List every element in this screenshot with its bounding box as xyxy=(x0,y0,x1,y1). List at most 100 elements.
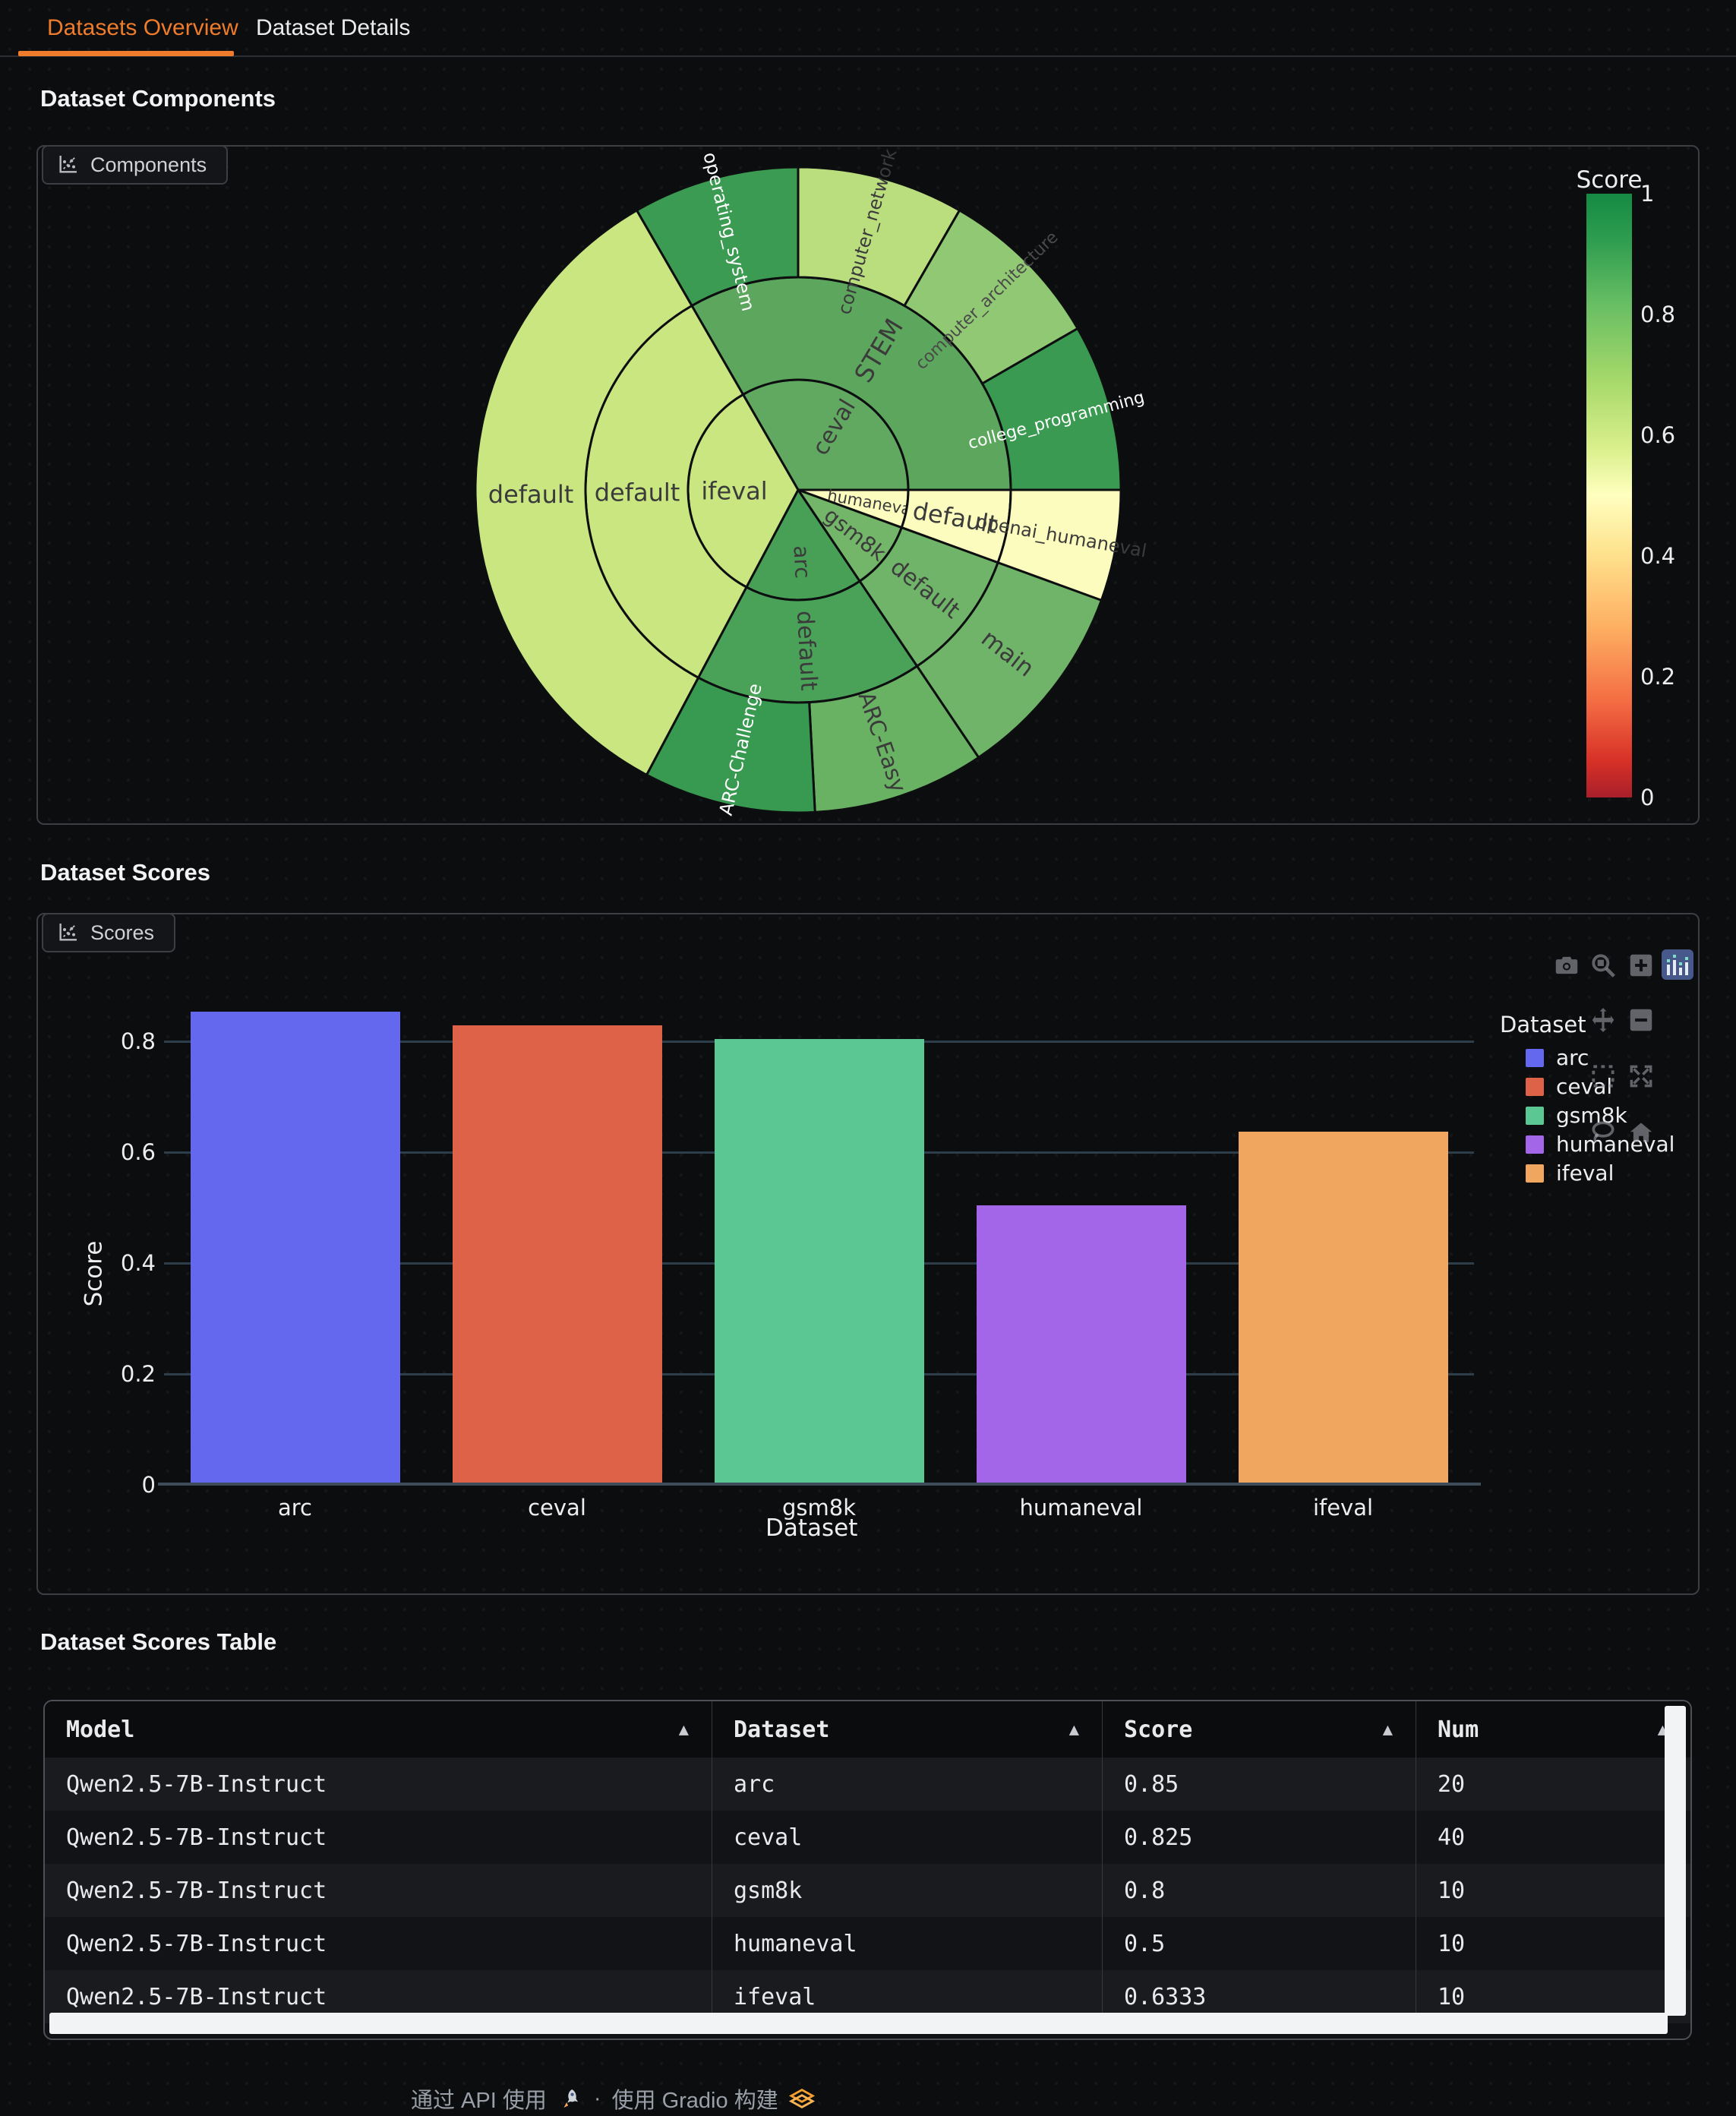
bar-ifeval[interactable] xyxy=(1238,1131,1448,1483)
box-select-icon[interactable] xyxy=(1589,1062,1618,1091)
table-cell[interactable]: 10 xyxy=(1416,1970,1690,2023)
legend-item-arc[interactable]: arc xyxy=(1526,1045,1589,1070)
legend-label: arc xyxy=(1556,1045,1589,1070)
table-cell[interactable]: gsm8k xyxy=(712,1864,1102,1917)
autoscale-icon[interactable] xyxy=(1627,1062,1656,1091)
rocket-icon xyxy=(563,2089,578,2108)
y-tick-label: 0.8 xyxy=(120,1028,156,1054)
x-axis-title: Dataset xyxy=(765,1514,858,1542)
x-tick-label: humaneval xyxy=(1019,1495,1143,1521)
scatter-plot-icon xyxy=(59,924,77,941)
table-row: Qwen2.5-7B-Instruct gsm8k 0.8 10 xyxy=(45,1864,1690,1917)
table-row: Qwen2.5-7B-Instruct arc 0.85 20 xyxy=(45,1758,1690,1811)
gradio-logo-icon xyxy=(788,2089,815,2108)
table-cell[interactable]: humaneval xyxy=(712,1917,1102,1970)
table-cell[interactable]: Qwen2.5-7B-Instruct xyxy=(66,1983,327,2010)
sunburst-chart[interactable]: cevalhumanevalgsm8karcifevalSTEMdefaultd… xyxy=(38,147,1701,826)
colorbar-tick: 0.6 xyxy=(1640,422,1676,448)
table-cell[interactable]: Qwen2.5-7B-Instruct xyxy=(66,1930,327,1957)
table-row: Qwen2.5-7B-Instruct ceval 0.825 40 xyxy=(45,1811,1690,1864)
colorbar-tick: 1 xyxy=(1640,181,1655,207)
column-header-num[interactable]: Num ▲ xyxy=(1416,1701,1690,1758)
scatter-plot-icon xyxy=(59,156,77,173)
zoom-icon[interactable] xyxy=(1589,951,1618,980)
column-header-label: Num xyxy=(1438,1716,1479,1743)
sunburst-label: default xyxy=(595,478,680,507)
bar-arc[interactable] xyxy=(190,1011,400,1483)
legend-title: Dataset xyxy=(1500,1012,1586,1037)
colorbar-tick: 0 xyxy=(1640,785,1655,810)
built-with-gradio-link[interactable]: 使用 Gradio 构建 xyxy=(611,2089,778,2113)
sunburst-label: ifeval xyxy=(701,476,767,505)
zoom-out-icon[interactable] xyxy=(1627,1006,1656,1034)
horizontal-scrollbar[interactable] xyxy=(49,2013,1668,2034)
pan-icon[interactable] xyxy=(1589,1006,1618,1034)
active-tab-underline xyxy=(18,51,234,56)
table-cell[interactable]: 0.85 xyxy=(1102,1758,1416,1811)
top-tabbar: Datasets Overview Dataset Details xyxy=(0,0,1736,57)
table-cell[interactable]: 0.6333 xyxy=(1102,1970,1416,2023)
legend-swatch xyxy=(1526,1135,1544,1154)
table-cell[interactable]: 40 xyxy=(1416,1811,1690,1864)
table-cell[interactable]: 20 xyxy=(1416,1758,1690,1811)
table-cell[interactable]: ceval xyxy=(712,1811,1102,1864)
table-cell[interactable]: 10 xyxy=(1416,1864,1690,1917)
table-cell[interactable]: Qwen2.5-7B-Instruct xyxy=(66,1877,327,1904)
components-panel-tab[interactable]: Components xyxy=(42,145,229,185)
table-header-row: Model ▲ Dataset ▲ Score ▲ Num ▲ xyxy=(45,1701,1690,1758)
column-header-model[interactable]: Model ▲ xyxy=(45,1701,712,1758)
home-icon[interactable] xyxy=(1627,1118,1656,1147)
legend-item-humaneval[interactable]: humaneval xyxy=(1526,1132,1674,1157)
scores-panel-tab[interactable]: Scores xyxy=(42,913,176,952)
bar-ceval[interactable] xyxy=(452,1025,662,1483)
table-cell[interactable]: 0.5 xyxy=(1102,1917,1416,1970)
sort-ascending-icon[interactable]: ▲ xyxy=(1068,1720,1079,1739)
tab-dataset-details[interactable]: Dataset Details xyxy=(256,14,411,40)
bar-gsm8k[interactable] xyxy=(714,1039,924,1483)
legend-item-gsm8k[interactable]: gsm8k xyxy=(1526,1103,1627,1128)
column-header-score[interactable]: Score ▲ xyxy=(1102,1701,1416,1758)
column-header-dataset[interactable]: Dataset ▲ xyxy=(712,1701,1102,1758)
table-cell[interactable]: ifeval xyxy=(712,1970,1102,2023)
colorbar-tick: 0.2 xyxy=(1640,664,1676,690)
sunburst-slice-default[interactable] xyxy=(474,208,700,777)
scores-heading: Dataset Scores xyxy=(40,859,211,886)
dataset-scores-table: Model ▲ Dataset ▲ Score ▲ Num ▲ Qwen2.5-7B-Instr… xyxy=(43,1700,1692,2040)
use-via-api-link[interactable]: 通过 API 使用 xyxy=(411,2089,547,2113)
footer-separator: · xyxy=(593,2086,601,2111)
lasso-icon[interactable] xyxy=(1589,1118,1618,1147)
plotly-logo-icon[interactable] xyxy=(1662,949,1693,980)
table-row: Qwen2.5-7B-Instruct humaneval 0.5 10 xyxy=(45,1917,1690,1970)
table-cell[interactable]: 0.825 xyxy=(1102,1811,1416,1864)
colorbar-tick: 0.8 xyxy=(1640,302,1676,327)
zoom-in-icon[interactable] xyxy=(1627,951,1656,980)
components-panel-tab-label: Components xyxy=(90,153,207,176)
y-tick-label: 0.2 xyxy=(120,1361,156,1387)
table-cell[interactable]: arc xyxy=(712,1758,1102,1811)
x-tick-label: ifeval xyxy=(1312,1495,1374,1521)
legend-swatch xyxy=(1526,1048,1544,1067)
column-header-label: Score xyxy=(1124,1716,1193,1743)
bar-humaneval[interactable] xyxy=(976,1205,1186,1483)
table-cell[interactable]: Qwen2.5-7B-Instruct xyxy=(66,1824,327,1851)
scores-panel: Scores 0 0.2 0.4 0.6 0.8 arc ceval gsm8k humanev… xyxy=(36,913,1700,1595)
table-cell[interactable]: Qwen2.5-7B-Instruct xyxy=(66,1770,327,1798)
sunburst-label: arc xyxy=(788,545,815,579)
sort-ascending-icon[interactable]: ▲ xyxy=(1382,1720,1393,1739)
camera-icon[interactable] xyxy=(1552,951,1581,980)
scores-panel-tab-label: Scores xyxy=(90,921,155,944)
sunburst-label: default xyxy=(488,480,574,509)
x-tick-label: ceval xyxy=(528,1495,586,1521)
sort-ascending-icon[interactable]: ▲ xyxy=(678,1720,689,1739)
components-heading: Dataset Components xyxy=(40,85,276,112)
colorbar-title: Score xyxy=(1576,166,1643,194)
column-header-label: Dataset xyxy=(734,1716,830,1743)
tab-datasets-overview[interactable]: Datasets Overview xyxy=(47,14,238,40)
table-cell[interactable]: 10 xyxy=(1416,1917,1690,1970)
x-tick-label: arc xyxy=(277,1495,312,1521)
vertical-scrollbar[interactable] xyxy=(1665,1706,1686,2016)
table-cell[interactable]: 0.8 xyxy=(1102,1864,1416,1917)
score-colorbar xyxy=(1586,194,1632,797)
legend-item-ifeval[interactable]: ifeval xyxy=(1526,1161,1614,1186)
y-tick-label: 0.6 xyxy=(120,1139,156,1165)
